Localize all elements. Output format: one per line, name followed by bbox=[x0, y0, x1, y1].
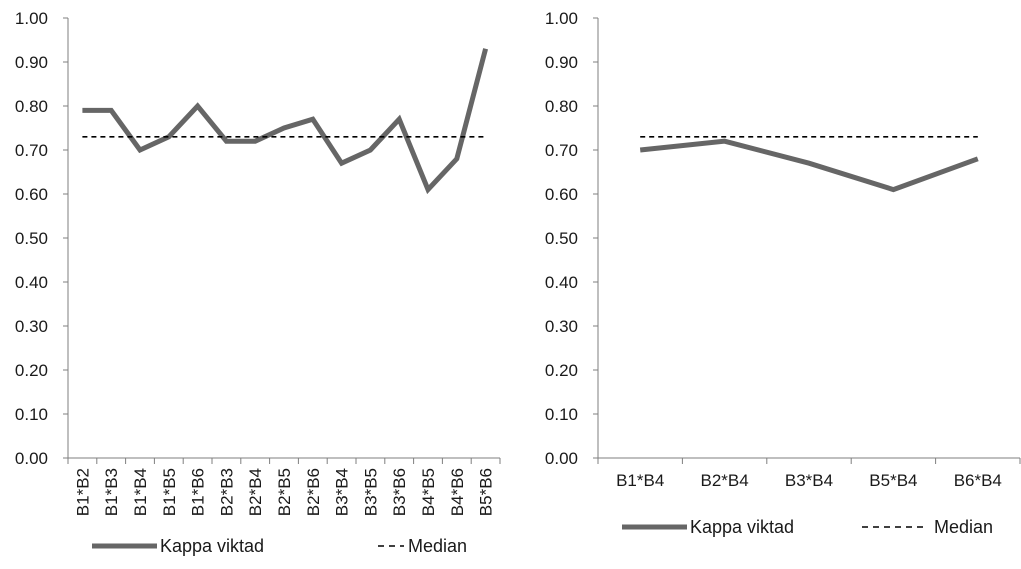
y-tick-label: 0.60 bbox=[15, 185, 48, 204]
x-tick-label: B3*B4 bbox=[333, 468, 352, 516]
x-tick-label: B2*B3 bbox=[217, 468, 236, 516]
y-tick-label: 0.30 bbox=[15, 317, 48, 336]
x-tick-label: B1*B2 bbox=[73, 468, 92, 516]
x-tick-label: B2*B5 bbox=[275, 468, 294, 516]
y-tick-label: 0.50 bbox=[15, 229, 48, 248]
y-tick-label: 0.20 bbox=[15, 361, 48, 380]
y-tick-label: 0.90 bbox=[15, 53, 48, 72]
x-tick-label: B3*B5 bbox=[361, 468, 380, 516]
x-tick-label: B3*B6 bbox=[390, 468, 409, 516]
kappa-line bbox=[639, 138, 979, 193]
y-tick-label: 0.70 bbox=[545, 141, 578, 160]
y-tick-label: 1.00 bbox=[15, 9, 48, 28]
y-tick-label: 0.00 bbox=[545, 449, 578, 468]
y-tick-label: 0.80 bbox=[545, 97, 578, 116]
x-tick-label: B6*B4 bbox=[954, 471, 1002, 490]
y-tick-label: 0.60 bbox=[545, 185, 578, 204]
y-tick-label: 0.90 bbox=[545, 53, 578, 72]
y-tick-label: 0.40 bbox=[545, 273, 578, 292]
y-tick-label: 0.50 bbox=[545, 229, 578, 248]
x-tick-label: B2*B4 bbox=[246, 468, 265, 516]
legend-kappa-label: Kappa viktad bbox=[690, 517, 794, 537]
y-tick-label: 0.10 bbox=[15, 405, 48, 424]
legend-median-label: Median bbox=[934, 517, 993, 537]
legend-median-label: Median bbox=[408, 536, 467, 556]
y-tick-label: 0.80 bbox=[15, 97, 48, 116]
x-tick-label: B3*B4 bbox=[785, 471, 833, 490]
x-tick-label: B4*B6 bbox=[448, 468, 467, 516]
x-tick-label: B1*B4 bbox=[131, 468, 150, 516]
y-tick-label: 1.00 bbox=[545, 9, 578, 28]
x-tick-label: B4*B5 bbox=[419, 468, 438, 516]
y-tick-label: 0.40 bbox=[15, 273, 48, 292]
y-tick-label: 0.70 bbox=[15, 141, 48, 160]
x-tick-label: B5*B4 bbox=[869, 471, 917, 490]
chart-1: 0.00 0.10 0.20 0.30 0.40 0.50 0.60 0.70 0.80 0.90… bbox=[15, 9, 501, 556]
x-tick-label: B5*B6 bbox=[477, 468, 496, 516]
y-tick-label: 0.20 bbox=[545, 361, 578, 380]
y-tick-label: 0.10 bbox=[545, 405, 578, 424]
y-tick-label: 0.00 bbox=[15, 449, 48, 468]
x-tick-label: B2*B4 bbox=[700, 471, 748, 490]
chart-2: 0.00 0.10 0.20 0.30 0.40 0.50 0.60 0.70 0.80 0.90… bbox=[545, 9, 1021, 537]
x-tick-label: B1*B6 bbox=[189, 468, 208, 516]
y-tick-label: 0.30 bbox=[545, 317, 578, 336]
x-tick-label: B1*B3 bbox=[102, 468, 121, 516]
legend-kappa-label: Kappa viktad bbox=[160, 536, 264, 556]
x-tick-label: B1*B5 bbox=[160, 468, 179, 516]
kappa-line bbox=[82, 48, 489, 195]
x-tick-label: B2*B6 bbox=[304, 468, 323, 516]
x-tick-label: B1*B4 bbox=[616, 471, 664, 490]
